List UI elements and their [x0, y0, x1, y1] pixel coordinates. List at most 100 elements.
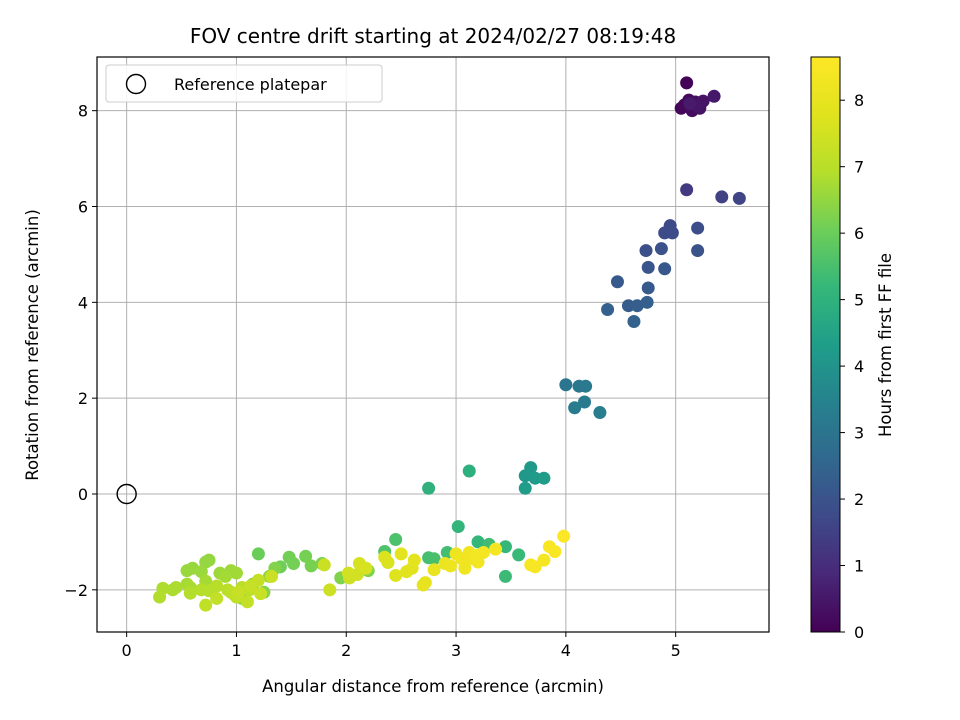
plot-frame	[96, 56, 770, 633]
data-point	[715, 190, 729, 204]
data-point	[210, 591, 224, 605]
data-point	[498, 540, 512, 554]
x-tick-label: 1	[231, 641, 241, 660]
data-point	[299, 549, 313, 563]
data-point	[240, 595, 254, 609]
y-axis-ticks: −2 0 2 4 6 8	[64, 102, 97, 600]
data-point	[444, 559, 458, 573]
data-point	[568, 401, 582, 415]
data-point	[641, 260, 655, 274]
data-point	[254, 587, 268, 601]
data-point	[691, 244, 705, 258]
data-point	[518, 481, 532, 495]
data-point	[451, 520, 465, 534]
data-point	[680, 183, 694, 197]
data-point	[265, 569, 279, 583]
data-point	[153, 590, 167, 604]
colorbar-tick-label: 2	[854, 490, 864, 509]
colorbar-label: Hours from first FF file	[876, 253, 895, 437]
data-point	[166, 583, 180, 597]
legend-reference-marker	[125, 73, 147, 95]
x-axis-label: Angular distance from reference (arcmin)	[262, 677, 604, 696]
colorbar-gradient	[810, 56, 841, 633]
data-point	[658, 262, 672, 276]
data-point	[394, 547, 408, 561]
data-point	[389, 533, 403, 547]
legend-entry-label: Reference platepar	[174, 75, 327, 94]
data-point	[471, 535, 485, 549]
colorbar-tick-label: 5	[854, 291, 864, 310]
chart-title: FOV centre drift starting at 2024/02/27 …	[190, 24, 676, 48]
data-point	[477, 545, 491, 559]
data-point	[641, 281, 655, 295]
reference-platepar-marker	[116, 483, 137, 505]
colorbar-tick-label: 0	[854, 623, 864, 642]
data-point	[416, 578, 430, 592]
data-point	[654, 242, 668, 256]
data-point	[578, 395, 592, 409]
data-point	[183, 586, 197, 600]
x-tick-label: 0	[122, 641, 132, 660]
data-point	[537, 471, 551, 485]
data-point	[593, 406, 607, 420]
colorbar-tick-label: 3	[854, 424, 864, 443]
data-point	[498, 569, 512, 583]
data-point	[489, 542, 503, 556]
x-tick-label: 4	[561, 641, 571, 660]
colorbar-tick-label: 6	[854, 224, 864, 243]
data-point	[639, 244, 653, 258]
data-point	[229, 566, 243, 580]
colorbar: 0 1 2 3 4 5 6 7 8 Hours from first FF file	[810, 56, 895, 642]
x-tick-label: 3	[451, 641, 461, 660]
data-point	[407, 553, 421, 567]
colorbar-ticks: 0 1 2 3 4 5 6 7 8	[840, 91, 864, 642]
data-point	[359, 561, 373, 575]
data-point	[378, 550, 392, 564]
data-point	[422, 481, 436, 495]
data-point	[601, 303, 615, 317]
data-point	[458, 561, 472, 575]
legend: Reference platepar	[105, 64, 383, 103]
data-point	[524, 558, 538, 572]
data-point	[548, 545, 562, 558]
data-point	[304, 559, 318, 573]
data-point	[665, 226, 679, 240]
legend-box	[105, 64, 383, 103]
x-tick-label: 5	[671, 641, 681, 660]
data-point	[691, 221, 705, 235]
reference-marker-group	[116, 483, 137, 505]
colorbar-tick-label: 1	[854, 557, 864, 576]
data-point	[251, 547, 265, 561]
data-point	[732, 191, 746, 205]
y-tick-label: 6	[78, 198, 88, 217]
colorbar-tick-label: 8	[854, 91, 864, 110]
data-point	[218, 569, 232, 583]
data-point	[323, 583, 337, 597]
x-axis-ticks: 0 1 2 3 4 5	[122, 632, 681, 660]
data-point	[427, 563, 441, 577]
data-point	[232, 585, 246, 599]
data-point	[707, 89, 721, 103]
data-point	[579, 379, 593, 393]
colorbar-tick-label: 7	[854, 158, 864, 177]
data-point	[210, 579, 224, 593]
colorbar-tick-label: 4	[854, 357, 864, 376]
data-point	[389, 568, 403, 582]
data-point	[512, 548, 526, 562]
data-point	[199, 598, 213, 612]
data-point	[524, 461, 538, 475]
data-point	[537, 553, 551, 567]
y-axis-label: Rotation from reference (arcmin)	[23, 209, 42, 481]
grid	[97, 57, 769, 632]
data-point	[244, 579, 258, 593]
y-tick-label: −2	[64, 581, 88, 600]
data-point	[559, 378, 573, 392]
y-tick-label: 8	[78, 102, 88, 121]
data-point	[287, 556, 301, 570]
data-point	[557, 529, 571, 543]
data-point	[640, 295, 654, 309]
data-point	[683, 96, 697, 110]
data-point	[680, 76, 694, 90]
data-point	[462, 464, 476, 478]
